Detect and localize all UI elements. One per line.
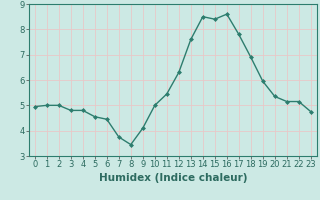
X-axis label: Humidex (Indice chaleur): Humidex (Indice chaleur)	[99, 173, 247, 183]
